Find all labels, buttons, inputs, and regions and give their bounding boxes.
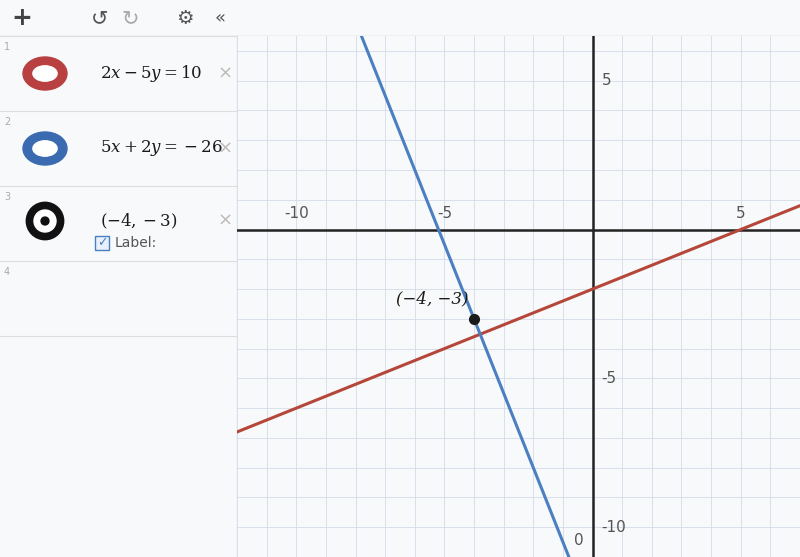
Text: «: «	[214, 9, 226, 27]
Circle shape	[26, 202, 64, 240]
Text: ✓: ✓	[97, 237, 107, 250]
Text: (−4, −3): (−4, −3)	[396, 290, 468, 307]
Text: -5: -5	[602, 371, 617, 386]
Text: ×: ×	[218, 212, 233, 230]
Text: $2x-5y=10$: $2x-5y=10$	[100, 63, 202, 84]
Circle shape	[41, 217, 49, 225]
Text: ⚙: ⚙	[176, 8, 194, 27]
Text: 4: 4	[4, 267, 10, 277]
Text: ↺: ↺	[91, 8, 109, 28]
Bar	[95, 236, 109, 250]
Text: ↻: ↻	[122, 8, 138, 28]
Text: 5: 5	[602, 73, 611, 88]
Text: ×: ×	[218, 65, 233, 82]
Text: Label:: Label:	[115, 236, 158, 250]
Circle shape	[34, 210, 56, 232]
Text: -5: -5	[437, 206, 452, 221]
Text: 5: 5	[736, 206, 746, 221]
Text: -10: -10	[284, 206, 309, 221]
Ellipse shape	[23, 57, 67, 90]
Ellipse shape	[23, 132, 67, 165]
Text: $5x+2y=-26$: $5x+2y=-26$	[100, 139, 222, 159]
Text: 0: 0	[574, 533, 584, 548]
Ellipse shape	[33, 141, 57, 156]
Text: 1: 1	[4, 42, 10, 52]
Text: $(-4,-3)$: $(-4,-3)$	[100, 211, 178, 231]
Text: ×: ×	[218, 139, 233, 158]
Text: 2: 2	[4, 117, 10, 127]
Text: 3: 3	[4, 192, 10, 202]
Text: -10: -10	[602, 520, 626, 535]
Text: +: +	[11, 6, 33, 30]
Ellipse shape	[33, 66, 57, 81]
